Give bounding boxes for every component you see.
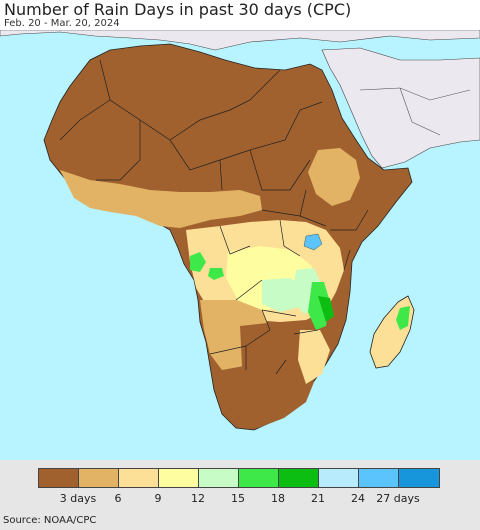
rain-days-map xyxy=(0,29,480,460)
legend-swatch xyxy=(159,469,199,487)
legend-tick-label: 6 xyxy=(114,492,122,505)
south-africa xyxy=(216,370,314,428)
legend-tick-labels: 3 days 6 9 12 15 18 21 24 27 days xyxy=(0,492,480,506)
legend-tick-label: 24 xyxy=(351,492,365,505)
gabon-green xyxy=(190,252,206,272)
arabia-land xyxy=(321,47,480,169)
mozambique-dark-green xyxy=(318,296,334,322)
legend-swatch xyxy=(79,469,119,487)
angola-coast-green xyxy=(208,268,224,280)
west-africa-band xyxy=(60,170,262,228)
legend-color-bar xyxy=(38,468,440,488)
legend-swatch xyxy=(119,469,159,487)
legend-tick-label: 15 xyxy=(231,492,245,505)
map-title: Number of Rain Days in past 30 days (CPC… xyxy=(4,0,352,19)
legend-swatch xyxy=(239,469,279,487)
europe-land xyxy=(0,29,480,51)
legend: 3 days 6 9 12 15 18 21 24 27 days xyxy=(0,460,480,512)
southeast-coast-light xyxy=(298,330,330,384)
legend-swatch xyxy=(199,469,239,487)
legend-tick-label: 9 xyxy=(154,492,162,505)
ethiopia-highlands xyxy=(308,148,360,206)
zambia-green xyxy=(262,278,306,312)
legend-tick-label: 12 xyxy=(191,492,205,505)
botswana-dark xyxy=(240,322,296,382)
legend-swatch xyxy=(399,469,439,487)
legend-tick-label: 27 days xyxy=(376,492,420,505)
arabia-borders xyxy=(359,87,471,136)
madagascar-green xyxy=(396,306,410,330)
legend-tick-label: 21 xyxy=(311,492,325,505)
legend-swatch xyxy=(359,469,399,487)
country-borders xyxy=(59,59,369,375)
legend-tick-label: 18 xyxy=(271,492,285,505)
legend-swatch xyxy=(279,469,319,487)
legend-tick-label: 3 days xyxy=(59,492,97,505)
legend-swatch xyxy=(39,469,79,487)
lake-victoria xyxy=(303,233,323,251)
legend-swatch xyxy=(319,469,359,487)
malawi-green xyxy=(308,282,330,330)
source-credit: Source: NOAA/CPC xyxy=(0,512,480,530)
date-range: Feb. 20 - Mar. 20, 2024 xyxy=(4,18,120,29)
